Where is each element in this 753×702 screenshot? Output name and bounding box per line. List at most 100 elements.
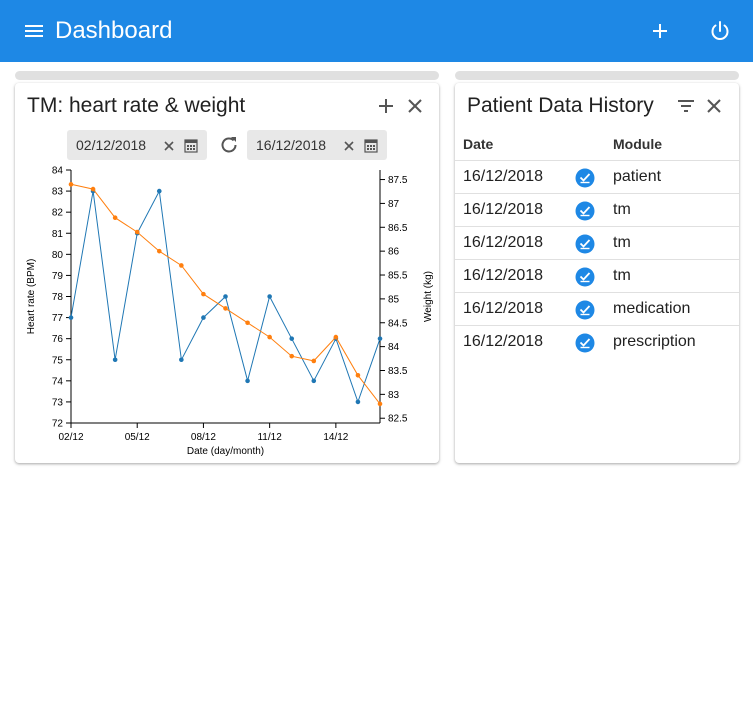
row-date: 16/12/2018 — [463, 168, 544, 185]
table-row[interactable]: 16/12/2018 patient — [455, 160, 739, 194]
heart-rate-point — [311, 378, 317, 384]
end-date-value: 16/12/2018 — [256, 137, 327, 153]
top-app-bar: Dashboard — [0, 0, 753, 62]
tm-card: TM: heart rate & weight 02/12/2018 16/12… — [15, 83, 439, 463]
y-tick-label: 79 — [52, 271, 64, 282]
heart-rate-point — [267, 294, 272, 299]
history-card-drag-handle[interactable] — [455, 71, 739, 80]
x-axis-label: Date (day/month) — [187, 446, 264, 457]
heart-rate-point — [355, 399, 361, 405]
weight-point — [179, 263, 184, 268]
table-row[interactable]: 16/12/2018 tm — [455, 259, 739, 293]
row-date: 16/12/2018 — [463, 300, 544, 317]
page-title: Dashboard — [55, 17, 173, 44]
clear-icon[interactable] — [163, 140, 175, 152]
y2-tick-label: 85 — [388, 294, 400, 305]
weight-point — [311, 358, 317, 364]
y-tick-label: 72 — [52, 419, 64, 430]
row-module: tm — [613, 234, 631, 251]
x-tick-label: 02/12 — [58, 432, 83, 443]
row-module: patient — [613, 168, 662, 185]
table-row[interactable]: 16/12/2018 prescription — [455, 325, 739, 359]
filter-icon[interactable] — [675, 95, 697, 117]
check-circle-icon — [575, 333, 595, 353]
add-icon[interactable] — [648, 19, 672, 43]
row-module: tm — [613, 267, 631, 284]
y-tick-label: 81 — [52, 229, 64, 240]
column-header-date[interactable]: Date — [463, 136, 494, 152]
column-header-module[interactable]: Module — [613, 136, 662, 152]
refresh-icon[interactable] — [218, 134, 240, 156]
y-tick-label: 73 — [52, 397, 64, 408]
y2-tick-label: 83.5 — [388, 366, 408, 377]
y2-tick-label: 87 — [388, 199, 400, 210]
y2-axis-label: Weight (kg) — [423, 271, 434, 322]
history-card: Patient Data History Date Module 16/12/2… — [455, 83, 739, 463]
check-circle-icon — [575, 168, 595, 188]
calendar-icon[interactable] — [184, 138, 198, 153]
y2-tick-label: 85.5 — [388, 271, 408, 282]
row-date: 16/12/2018 — [463, 267, 544, 284]
x-tick-label: 08/12 — [191, 432, 216, 443]
calendar-icon[interactable] — [364, 138, 378, 153]
table-row[interactable]: 16/12/2018 medication — [455, 292, 739, 326]
weight-point — [355, 372, 361, 378]
history-card-title: Patient Data History — [467, 94, 654, 117]
tm-card-drag-handle[interactable] — [15, 71, 439, 80]
menu-icon[interactable] — [22, 19, 48, 43]
row-module: tm — [613, 201, 631, 218]
weight-point — [245, 320, 250, 326]
y-tick-label: 84 — [52, 166, 64, 177]
y2-tick-label: 83 — [388, 390, 400, 401]
heart-rate-point — [179, 357, 184, 363]
clear-icon[interactable] — [343, 140, 355, 152]
weight-point — [223, 306, 228, 311]
start-date-value: 02/12/2018 — [76, 137, 147, 153]
check-circle-icon — [575, 201, 595, 221]
y2-tick-label: 87.5 — [388, 175, 408, 186]
weight-point — [156, 248, 162, 254]
heart-rate-point — [112, 357, 118, 363]
y-tick-label: 82 — [52, 208, 64, 219]
y-axis-label: Heart rate (BPM) — [26, 259, 37, 335]
row-module: prescription — [613, 333, 696, 350]
y2-tick-label: 84 — [388, 342, 400, 353]
weight-point — [134, 229, 140, 235]
y-tick-label: 78 — [52, 292, 64, 303]
close-icon[interactable] — [404, 95, 426, 117]
power-icon[interactable] — [708, 19, 732, 43]
check-circle-icon — [575, 234, 595, 254]
y-tick-label: 75 — [52, 355, 64, 366]
weight-point — [333, 334, 339, 340]
close-icon[interactable] — [703, 95, 725, 117]
heart-rate-point — [377, 336, 383, 341]
add-icon[interactable] — [375, 95, 397, 117]
heart-rate-point — [156, 188, 162, 194]
start-date-field[interactable]: 02/12/2018 — [67, 130, 207, 160]
y2-tick-label: 86 — [388, 247, 400, 258]
x-tick-label: 05/12 — [125, 432, 150, 443]
y-tick-label: 76 — [52, 334, 64, 345]
table-row[interactable]: 16/12/2018 tm — [455, 226, 739, 260]
heart-rate-point — [223, 294, 228, 299]
check-circle-icon — [575, 300, 595, 320]
y2-tick-label: 82.5 — [388, 414, 408, 425]
table-row[interactable]: 16/12/2018 tm — [455, 193, 739, 227]
row-date: 16/12/2018 — [463, 333, 544, 350]
row-module: medication — [613, 300, 691, 317]
weight-point — [201, 291, 206, 297]
weight-point — [289, 353, 295, 359]
y-tick-label: 77 — [52, 313, 64, 324]
weight-point — [90, 186, 96, 192]
y2-tick-label: 86.5 — [388, 223, 408, 234]
x-tick-label: 14/12 — [323, 432, 348, 443]
tm-card-title: TM: heart rate & weight — [27, 94, 246, 117]
x-tick-label: 11/12 — [257, 432, 282, 443]
check-circle-icon — [575, 267, 595, 287]
row-date: 16/12/2018 — [463, 234, 544, 251]
end-date-field[interactable]: 16/12/2018 — [247, 130, 387, 160]
weight-point — [112, 215, 118, 221]
y2-tick-label: 84.5 — [388, 318, 408, 329]
weight-point — [377, 401, 383, 407]
weight-point — [68, 182, 74, 187]
